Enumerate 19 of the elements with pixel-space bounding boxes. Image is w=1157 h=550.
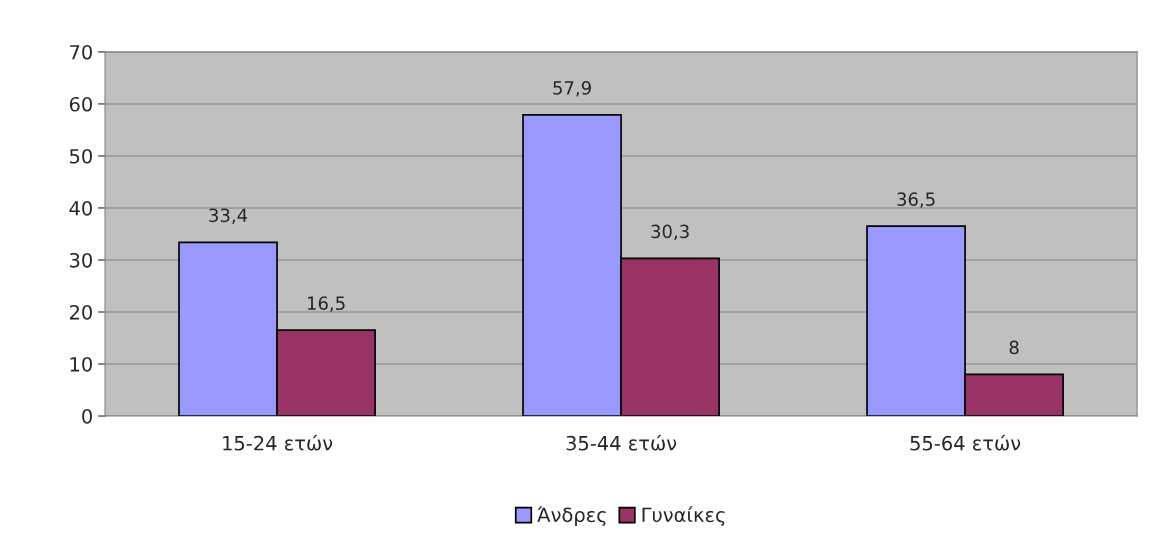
y-tick-label: 20 — [69, 304, 92, 320]
x-tick-label: 55-64 ετών — [910, 434, 1021, 451]
y-tick-label: 50 — [70, 148, 92, 164]
legend-label: Γυναίκες — [642, 506, 725, 526]
x-tick-label: 35-44 ετών — [566, 434, 677, 451]
y-tick-label: 70 — [70, 44, 92, 60]
y-tick-label: 10 — [70, 356, 92, 372]
data-label: 8 — [1009, 340, 1019, 355]
x-tick-label: 15-24 ετών — [223, 434, 333, 451]
y-tick-label: 40 — [69, 200, 92, 216]
legend-label: Άνδρες — [537, 506, 606, 526]
y-tick-label: 30 — [69, 252, 92, 268]
data-label: 57,9 — [553, 81, 591, 97]
data-label: 33,4 — [209, 208, 248, 224]
data-label: 16,5 — [307, 296, 345, 312]
y-tick-label: 60 — [69, 96, 92, 112]
data-label: 30,3 — [651, 224, 689, 241]
y-tick-label: 0 — [82, 408, 92, 424]
data-label: 36,5 — [897, 192, 935, 208]
